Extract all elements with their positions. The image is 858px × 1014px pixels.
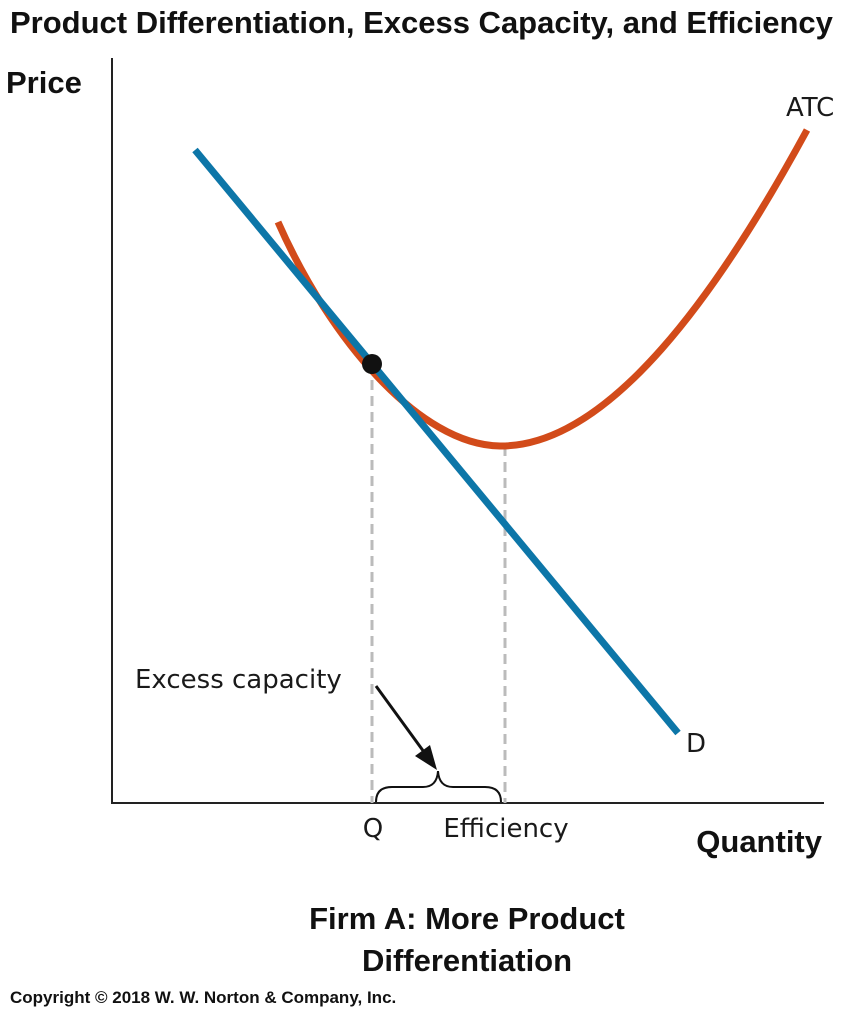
diagram-title: Product Differentiation, Excess Capacity… bbox=[10, 5, 834, 40]
excess-capacity-label: Excess capacity bbox=[135, 665, 342, 695]
demand-label: D bbox=[686, 729, 706, 759]
efficiency-label: Efficiency bbox=[443, 814, 568, 844]
atc-curve bbox=[274, 128, 811, 450]
q-label: Q bbox=[363, 814, 383, 844]
x-axis-title: Quantity bbox=[696, 824, 822, 859]
caption-line-1: Firm A: More Product bbox=[309, 901, 625, 936]
tangency-point bbox=[362, 354, 382, 374]
excess-capacity-brace bbox=[375, 770, 502, 803]
caption-line-2: Differentiation bbox=[362, 943, 572, 978]
excess-capacity-arrow bbox=[374, 685, 426, 753]
arrowhead-icon bbox=[415, 745, 437, 770]
atc-label: ATC bbox=[786, 93, 834, 123]
demand-line bbox=[192, 147, 681, 736]
copyright-notice: Copyright © 2018 W. W. Norton & Company,… bbox=[10, 988, 396, 1007]
y-axis-title: Price bbox=[6, 65, 82, 100]
